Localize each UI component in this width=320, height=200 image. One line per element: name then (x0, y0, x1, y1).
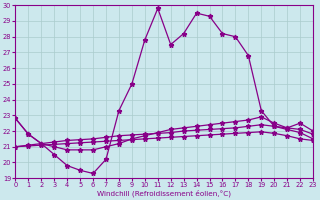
X-axis label: Windchill (Refroidissement éolien,°C): Windchill (Refroidissement éolien,°C) (97, 190, 231, 197)
